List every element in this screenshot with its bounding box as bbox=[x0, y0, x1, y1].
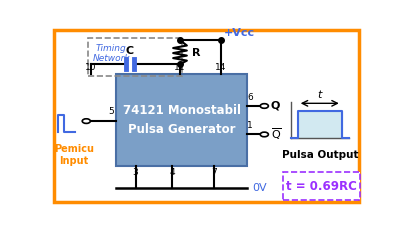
Text: 14: 14 bbox=[215, 63, 226, 72]
FancyBboxPatch shape bbox=[116, 74, 247, 167]
FancyBboxPatch shape bbox=[283, 172, 359, 200]
Text: 7: 7 bbox=[212, 168, 217, 177]
Text: t = 0.69RC: t = 0.69RC bbox=[286, 179, 357, 192]
Circle shape bbox=[82, 119, 90, 123]
Text: t: t bbox=[318, 90, 322, 100]
Text: C: C bbox=[126, 46, 134, 56]
Text: Pulsa Output: Pulsa Output bbox=[282, 150, 358, 161]
Text: R: R bbox=[192, 48, 200, 58]
Text: 3: 3 bbox=[133, 168, 139, 177]
Text: 10: 10 bbox=[85, 63, 97, 72]
Text: 74121 Monostabil: 74121 Monostabil bbox=[123, 104, 241, 117]
Text: Q: Q bbox=[270, 101, 280, 111]
Text: Timing: Timing bbox=[96, 44, 127, 53]
Text: 1: 1 bbox=[247, 121, 253, 130]
Circle shape bbox=[260, 132, 268, 137]
Text: 11: 11 bbox=[174, 63, 186, 72]
Text: Pulsa Generator: Pulsa Generator bbox=[128, 123, 235, 136]
Text: +Vcc: +Vcc bbox=[224, 28, 255, 38]
Circle shape bbox=[260, 104, 268, 108]
Text: 0V: 0V bbox=[252, 183, 266, 193]
Text: $\overline{\mathrm{Q}}$: $\overline{\mathrm{Q}}$ bbox=[270, 127, 281, 142]
Text: 5: 5 bbox=[108, 107, 114, 116]
Text: 4: 4 bbox=[170, 168, 175, 177]
Text: Network: Network bbox=[92, 55, 130, 64]
Text: 6: 6 bbox=[247, 93, 253, 102]
Text: Pemicu
Input: Pemicu Input bbox=[54, 144, 94, 166]
